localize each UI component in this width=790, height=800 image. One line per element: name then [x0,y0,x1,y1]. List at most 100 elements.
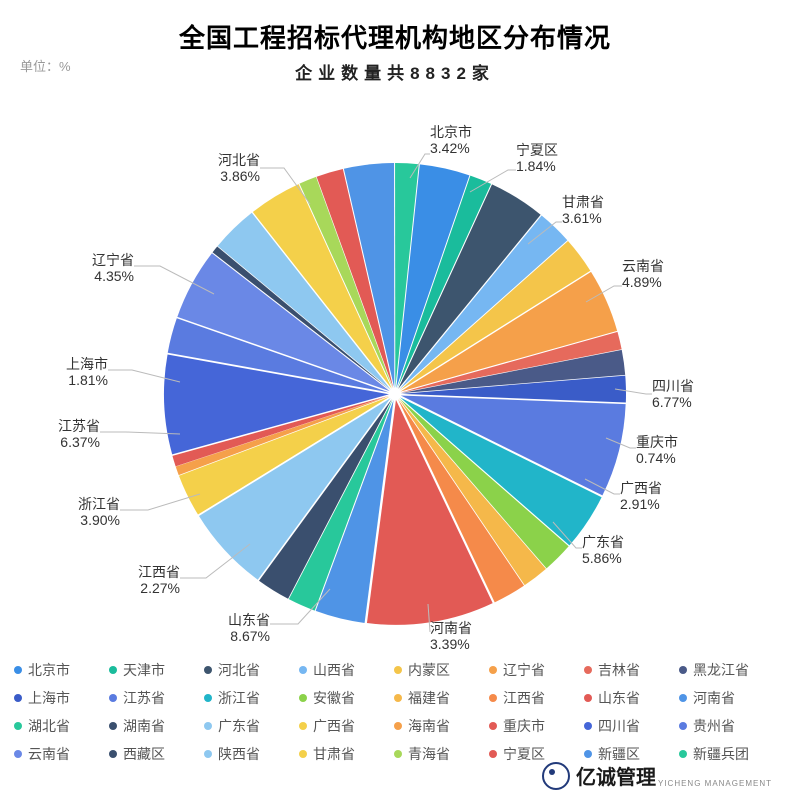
unit-label: 单位：% [20,56,71,75]
legend-dot [204,694,212,702]
legend-item: 内蒙区 [394,660,489,680]
legend-label: 云南省 [28,744,70,764]
legend-label: 山东省 [598,688,640,708]
legend-label: 辽宁省 [503,660,545,680]
legend-item: 安徽省 [299,688,394,708]
legend-item: 河北省 [204,660,299,680]
legend-dot [299,694,307,702]
legend-item: 山西省 [299,660,394,680]
watermark-sub: YICHENG MANAGEMENT [658,779,772,788]
legend-item: 广西省 [299,716,394,736]
legend-dot [394,694,402,702]
callout-label: 四川省6.77% [652,378,694,410]
legend-item: 黑龙江省 [679,660,774,680]
callout-label: 河北省3.86% [218,152,260,184]
legend-item: 贵州省 [679,716,774,736]
legend-dot [394,722,402,730]
legend-item: 上海市 [14,688,109,708]
legend-label: 宁夏区 [503,744,545,764]
legend-item: 湖南省 [109,716,204,736]
callout-label: 宁夏区1.84% [516,142,558,174]
legend-dot [584,694,592,702]
legend-dot [679,666,687,674]
legend-dot [679,722,687,730]
legend-dot [109,666,117,674]
legend-item: 陕西省 [204,744,299,764]
pie-svg [0,84,790,654]
legend-label: 天津市 [123,660,165,680]
legend-label: 河北省 [218,660,260,680]
legend-item: 海南省 [394,716,489,736]
legend-item: 湖北省 [14,716,109,736]
legend-dot [584,666,592,674]
legend-dot [489,722,497,730]
legend-item: 西藏区 [109,744,204,764]
legend-dot [14,666,22,674]
legend-dot [204,722,212,730]
callout-label: 辽宁省4.35% [92,252,134,284]
callout-label: 江苏省6.37% [58,418,100,450]
legend-label: 安徽省 [313,688,355,708]
legend-dot [489,750,497,758]
legend-item: 河南省 [679,688,774,708]
callout-label: 广西省2.91% [620,480,662,512]
legend-label: 黑龙江省 [693,660,749,680]
legend-label: 山西省 [313,660,355,680]
legend-label: 广东省 [218,716,260,736]
legend-dot [489,694,497,702]
legend-item: 重庆市 [489,716,584,736]
callout-label: 山东省8.67% [228,612,270,644]
callout-label: 重庆市0.74% [636,434,678,466]
legend-label: 江西省 [503,688,545,708]
legend-dot [299,722,307,730]
legend-dot [14,722,22,730]
legend-label: 四川省 [598,716,640,736]
legend-label: 福建省 [408,688,450,708]
legend-label: 青海省 [408,744,450,764]
legend-item: 辽宁省 [489,660,584,680]
legend-dot [679,750,687,758]
callout-label: 云南省4.89% [622,258,664,290]
callout-label: 浙江省3.90% [78,496,120,528]
legend-label: 甘肃省 [313,744,355,764]
legend-label: 陕西省 [218,744,260,764]
legend-label: 广西省 [313,716,355,736]
callout-label: 江西省2.27% [138,564,180,596]
legend-item: 四川省 [584,716,679,736]
legend-item: 浙江省 [204,688,299,708]
legend-label: 内蒙区 [408,660,450,680]
legend-item: 青海省 [394,744,489,764]
legend-label: 贵州省 [693,716,735,736]
legend-item: 北京市 [14,660,109,680]
legend: 北京市 天津市 河北省 山西省 内蒙区 辽宁省 吉林省 黑龙江省上海市江苏省浙江省 安徽省 福建省… [0,654,790,772]
legend-dot [679,694,687,702]
legend-item: 天津市 [109,660,204,680]
legend-label: 吉林省 [598,660,640,680]
legend-dot [584,722,592,730]
callout-label: 上海市1.81% [66,356,108,388]
legend-label: 海南省 [408,716,450,736]
legend-dot [394,666,402,674]
legend-item: 江苏省 [109,688,204,708]
watermark: 亿诚管理 YICHENG MANAGEMENT [542,761,772,790]
legend-dot [299,750,307,758]
legend-dot [299,666,307,674]
legend-dot [584,750,592,758]
legend-item: 吉林省 [584,660,679,680]
legend-dot [489,666,497,674]
legend-label: 湖南省 [123,716,165,736]
watermark-text: 亿诚管理 [576,761,656,790]
legend-dot [109,694,117,702]
legend-item: 广东省 [204,716,299,736]
legend-label: 浙江省 [218,688,260,708]
legend-item: 甘肃省 [299,744,394,764]
legend-dot [109,750,117,758]
legend-label: 河南省 [693,688,735,708]
pie-chart: 北京市3.42%宁夏区1.84%甘肃省3.61%云南省4.89%四川省6.77%… [0,84,790,654]
legend-dot [109,722,117,730]
callout-label: 北京市3.42% [430,124,472,156]
legend-item: 山东省 [584,688,679,708]
legend-item: 云南省 [14,744,109,764]
legend-dot [394,750,402,758]
legend-label: 北京市 [28,660,70,680]
